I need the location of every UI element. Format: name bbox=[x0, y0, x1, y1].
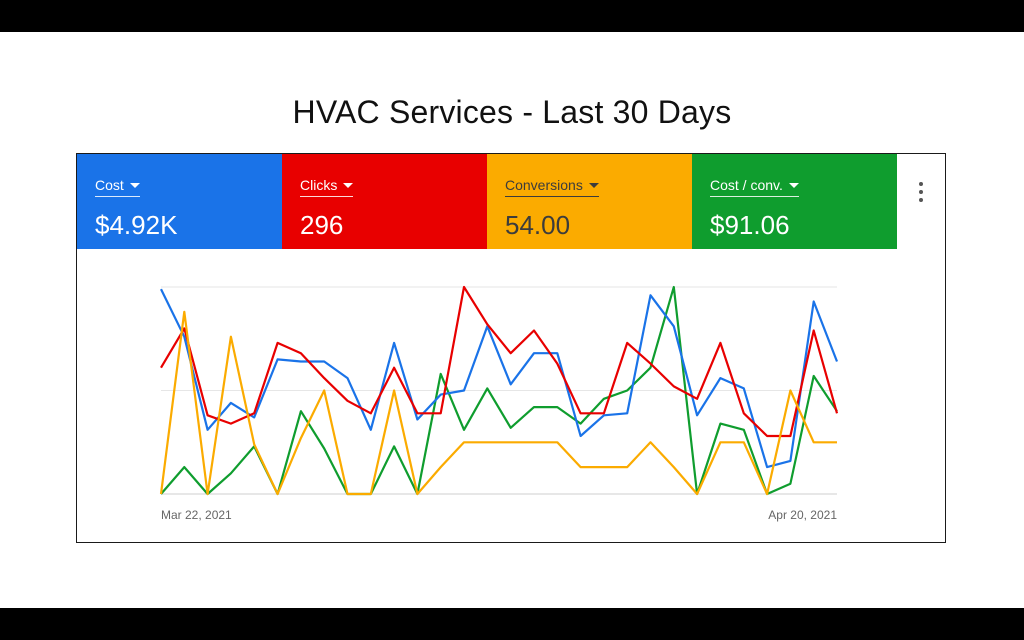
chart-gridlines bbox=[161, 286, 837, 495]
x-tick-label-start: Mar 22, 2021 bbox=[161, 508, 232, 522]
metric-tiles: Cost $4.92K Clicks 296 Conversions 54.00… bbox=[77, 154, 897, 249]
metric-selector-clicks[interactable]: Clicks bbox=[300, 177, 354, 197]
metric-value-clicks: 296 bbox=[300, 210, 344, 240]
metric-name-conversions: Conversions bbox=[505, 177, 583, 193]
metric-name-cost: Cost bbox=[95, 177, 124, 193]
series-line-conversions bbox=[159, 310, 837, 496]
metric-tile-cost-per-conversion[interactable]: Cost / conv. $91.06 bbox=[692, 154, 897, 249]
caret-down-icon bbox=[343, 183, 354, 188]
line-chart: Mar 22, 2021 Apr 20, 2021 bbox=[159, 285, 839, 522]
more-options-icon[interactable] bbox=[915, 180, 927, 204]
metric-tile-clicks[interactable]: Clicks 296 bbox=[282, 154, 487, 249]
metric-value-cost-per-conversion: $91.06 bbox=[710, 210, 790, 240]
top-letterbox-band bbox=[0, 0, 1024, 32]
metric-tile-conversions[interactable]: Conversions 54.00 bbox=[487, 154, 692, 249]
x-tick-label-end: Apr 20, 2021 bbox=[768, 508, 837, 522]
bottom-letterbox-band bbox=[0, 608, 1024, 640]
chart-series bbox=[159, 285, 839, 496]
caret-down-icon bbox=[588, 183, 599, 188]
series-line-cost bbox=[160, 288, 839, 469]
metric-value-conversions: 54.00 bbox=[505, 210, 571, 240]
metric-name-cost-per-conversion: Cost / conv. bbox=[710, 177, 783, 193]
metric-value-cost: $4.92K bbox=[95, 210, 178, 240]
metric-selector-cost[interactable]: Cost bbox=[95, 177, 140, 197]
performance-card: Cost $4.92K Clicks 296 Conversions 54.00… bbox=[76, 153, 946, 543]
metric-selector-cost-per-conversion[interactable]: Cost / conv. bbox=[710, 177, 799, 197]
caret-down-icon bbox=[129, 183, 140, 188]
series-line-clicks bbox=[160, 285, 839, 438]
metric-tile-cost[interactable]: Cost $4.92K bbox=[77, 154, 282, 249]
caret-down-icon bbox=[788, 183, 799, 188]
metric-selector-conversions[interactable]: Conversions bbox=[505, 177, 599, 197]
slide-title: HVAC Services - Last 30 Days bbox=[292, 94, 732, 130]
metric-name-clicks: Clicks bbox=[300, 177, 338, 193]
